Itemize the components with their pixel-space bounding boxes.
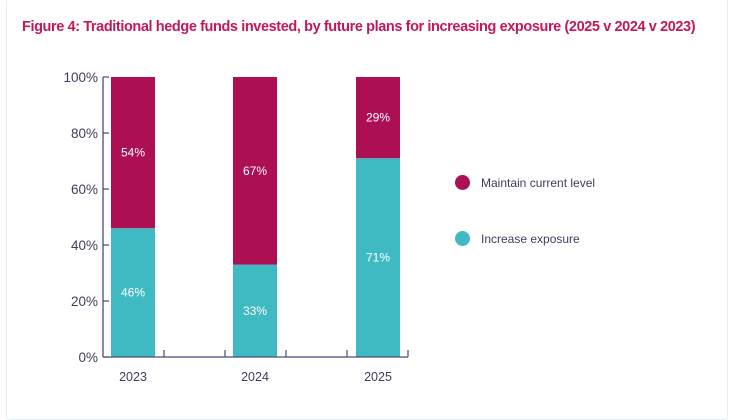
- stacked-bar-chart: 46% 54% 2023 33% 67% 2024 71% 29% 2025 0% 20% 40% 60…: [63, 70, 409, 384]
- y-tick-label: 20%: [71, 294, 98, 309]
- chart-title: Figure 4: Traditional hedge funds invest…: [22, 19, 696, 35]
- legend-label-maintain: Maintain current level: [481, 175, 596, 190]
- x-tick-label: 2025: [364, 370, 392, 384]
- legend-swatch-maintain: [455, 175, 470, 190]
- bar-2024-maintain: [233, 77, 277, 265]
- data-label: 67%: [243, 164, 267, 178]
- bar-2023-maintain: [111, 77, 155, 229]
- legend-item-increase: Increase exposure: [455, 231, 580, 246]
- bar-2023-increase: [111, 228, 155, 357]
- x-tick-label: 2024: [241, 370, 269, 384]
- y-tick-label: 0%: [78, 350, 98, 365]
- data-label: 29%: [366, 111, 390, 125]
- legend-swatch-increase: [455, 231, 470, 246]
- data-label: 33%: [243, 304, 267, 318]
- y-tick-label: 80%: [71, 126, 98, 141]
- data-label: 71%: [366, 251, 390, 265]
- legend-label-increase: Increase exposure: [481, 231, 580, 246]
- data-label: 54%: [121, 146, 145, 160]
- y-tick-label: 40%: [71, 238, 98, 253]
- bar-2024-increase: [233, 264, 277, 357]
- bar-2025-increase: [356, 158, 400, 357]
- y-tick-label: 100%: [63, 70, 98, 85]
- data-label: 46%: [121, 286, 145, 300]
- legend-item-maintain: Maintain current level: [455, 175, 595, 190]
- x-tick-label: 2023: [119, 370, 147, 384]
- y-tick-label: 60%: [71, 182, 98, 197]
- bar-2025-maintain: [356, 77, 400, 159]
